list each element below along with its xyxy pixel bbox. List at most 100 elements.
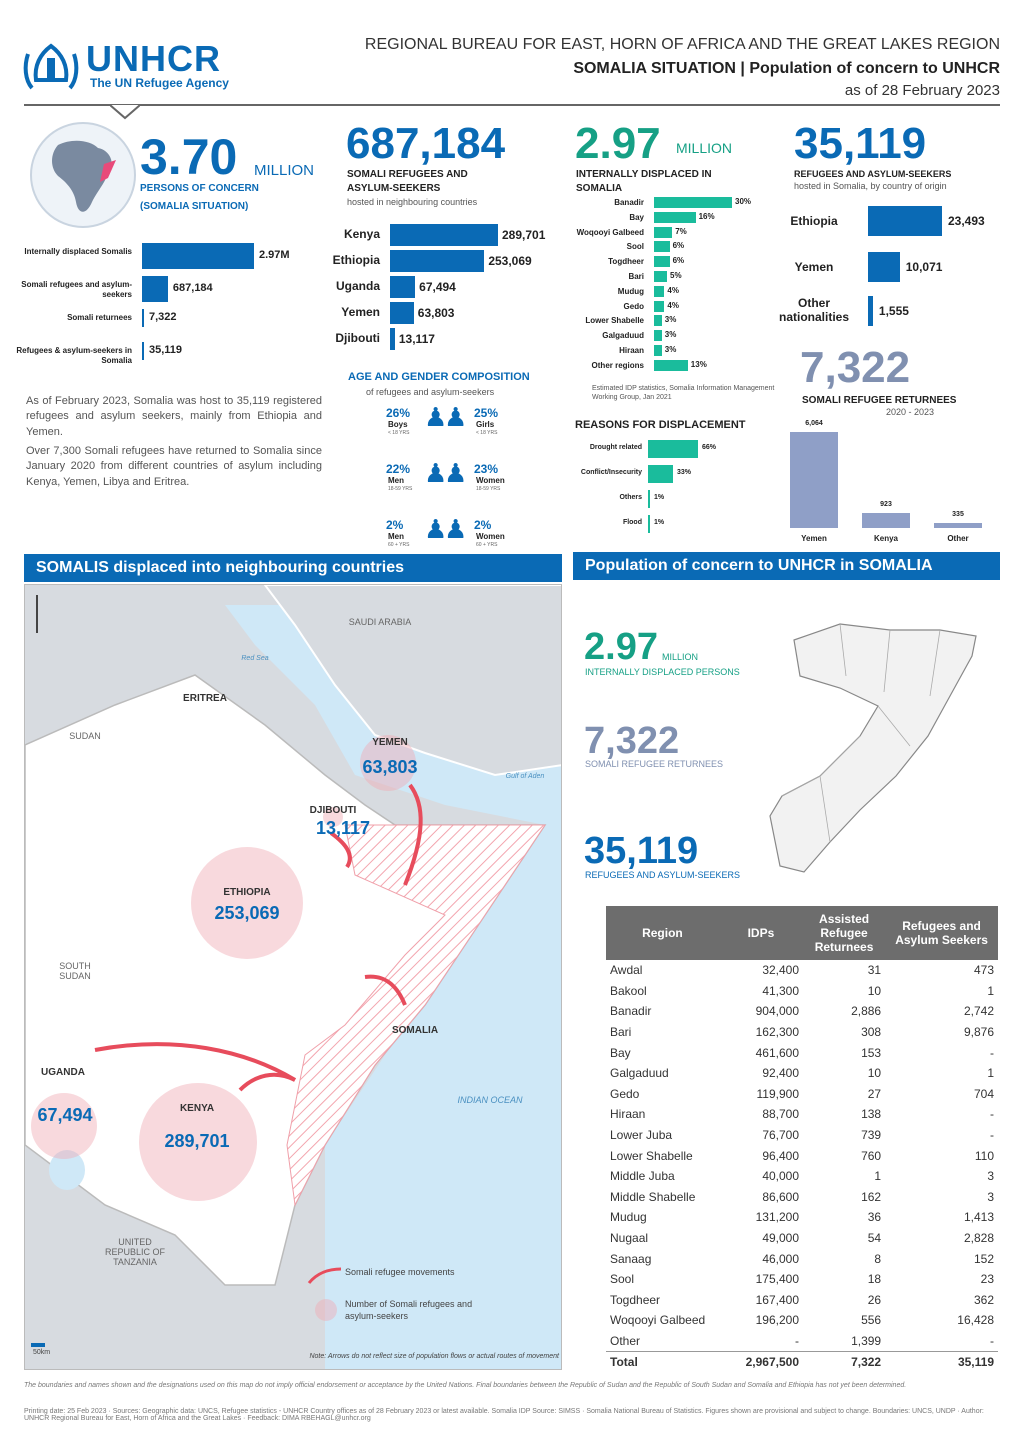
bubble-yemen[interactable] xyxy=(360,735,416,791)
cell-idps: 119,900 xyxy=(756,1086,800,1101)
bubble-ethiopia-value: 253,069 xyxy=(214,903,280,923)
cell-idps: 162,300 xyxy=(755,1025,800,1040)
idp-bar-label: Banadir xyxy=(614,198,644,207)
cell-region: Togdheer xyxy=(610,1292,661,1307)
col-returnees: Assisted Refugee Returnees xyxy=(803,906,886,960)
region-map[interactable]: SAUDI ARABIA Red Sea ERITREA SUDAN Gulf … xyxy=(24,584,562,1370)
cell-region: Bari xyxy=(610,1025,632,1040)
age-left-pct: 2% xyxy=(386,518,404,532)
age-left-pct: 22% xyxy=(386,462,411,476)
bubble-ethiopia[interactable] xyxy=(191,847,303,959)
cell-region: Lower Juba xyxy=(610,1128,673,1143)
returnee-bar-value: 6,064 xyxy=(805,420,823,427)
table-row: Middle Shabelle 86,600 162 3 xyxy=(606,1187,998,1208)
somalia-section-title: Population of concern to UNHCR in SOMALI… xyxy=(573,552,1000,580)
returnee-bar-label: Kenya xyxy=(873,534,898,543)
cell-region: Awdal xyxy=(610,963,643,978)
returnees-caption: SOMALI REFUGEE RETURNEES xyxy=(802,395,957,406)
kpi2-bar-value: 67,494 xyxy=(419,280,456,294)
cell-idps: 175,400 xyxy=(755,1272,800,1287)
age-right-pct: 2% xyxy=(474,518,492,532)
table-row: Lower Juba 76,700 739 - xyxy=(606,1125,998,1146)
cell-region: Bakool xyxy=(610,983,647,998)
kpi1-bar-value: 35,119 xyxy=(149,344,183,356)
logo-tagline: The UN Refugee Agency xyxy=(90,76,229,90)
idp-bar xyxy=(654,300,665,312)
kpi1-bar xyxy=(142,243,254,269)
bubble-kenya-name: KENYA xyxy=(179,1103,215,1114)
idp-bar-label: Bay xyxy=(629,212,644,222)
reasons-title: REASONS FOR DISPLACEMENT xyxy=(575,419,746,431)
idp-bar-value: 3% xyxy=(664,330,677,340)
bubble-djibouti[interactable] xyxy=(323,807,343,827)
idp-bar xyxy=(654,256,670,268)
returnee-bar xyxy=(862,513,910,528)
person-icon: ♟ xyxy=(444,458,468,488)
header-situation: SOMALIA SITUATION xyxy=(573,60,736,77)
cell-returnees: 36 xyxy=(867,1210,882,1225)
bubble-uganda-name: UGANDA xyxy=(41,1067,85,1078)
somalia-regions-map[interactable] xyxy=(760,596,1000,886)
kpi2-bar-value: 13,117 xyxy=(398,332,435,346)
age-right-range: 18-59 YRS xyxy=(476,486,501,492)
kpi2-bar xyxy=(390,276,416,298)
cell-idps: 46,000 xyxy=(762,1251,800,1266)
col-region: Region xyxy=(606,906,719,960)
table-row: Togdheer 167,400 26 362 xyxy=(606,1290,998,1311)
cell-refugees: - xyxy=(990,1333,994,1348)
bubble-uganda[interactable] xyxy=(31,1093,97,1159)
header-date: as of 28 February 2023 xyxy=(844,82,1000,99)
somalia-idp-caption: INTERNALLY DISPLACED PERSONS xyxy=(585,667,740,677)
bubble-yemen-name: YEMEN xyxy=(372,737,408,748)
bubble-kenya[interactable] xyxy=(139,1083,257,1201)
bubble-uganda-value: 67,494 xyxy=(37,1105,93,1125)
kpi4-bar-label: Yemen xyxy=(794,260,834,274)
map-section-title: SOMALIS displaced into neighbouring coun… xyxy=(24,554,562,582)
reason-bar xyxy=(648,490,650,508)
cell-refugees: 473 xyxy=(973,963,994,978)
idp-bar-label: Galgaduud xyxy=(602,331,644,341)
kpi3-unit: MILLION xyxy=(676,140,733,156)
table-row: Nugaal 49,000 54 2,828 xyxy=(606,1228,998,1249)
map-label-south-sudan: SOUTH SUDAN xyxy=(59,961,91,981)
kpi4-sub: hosted in Somalia, by country of origin xyxy=(794,181,947,191)
kpi4-bar-label: Ethiopia xyxy=(790,214,838,228)
returnee-bar xyxy=(790,432,838,528)
kpi2-sub: hosted in neighbouring countries xyxy=(347,197,478,207)
age-right-label: Women xyxy=(476,476,505,485)
cell-idps: 461,600 xyxy=(755,1045,800,1060)
person-icon: ♟ xyxy=(444,514,468,544)
reason-bar xyxy=(648,515,650,533)
returnee-bar-label: Yemen xyxy=(801,534,827,543)
map-scale: 50km xyxy=(33,1349,51,1356)
somalia-returnees-caption: SOMALI REFUGEE RETURNEES xyxy=(585,759,724,769)
cell-region: Middle Shabelle xyxy=(610,1189,696,1204)
cell-idps: 86,600 xyxy=(762,1189,800,1204)
idp-bar-value: 6% xyxy=(672,256,685,266)
kpi1-caption: PERSONS OF CONCERN xyxy=(140,183,259,194)
person-icon: ♟ xyxy=(424,514,448,544)
cell-refugees: 704 xyxy=(973,1086,994,1101)
idp-bar-label: Other regions xyxy=(591,360,644,370)
table-row: Woqooyi Galbeed 196,200 556 16,428 xyxy=(606,1310,998,1331)
region-map-shapes xyxy=(25,585,561,1369)
kpi4-bar xyxy=(868,206,942,236)
age-right-label: Women xyxy=(476,532,505,541)
cell-region: Middle Juba xyxy=(610,1169,675,1184)
cell-refugees: 35,119 xyxy=(885,1350,998,1372)
cell-region: Lower Shabelle xyxy=(610,1148,693,1163)
cell-refugees: 2,742 xyxy=(963,1004,994,1019)
cell-idps: 32,400 xyxy=(762,963,800,978)
map-label-gulf: Gulf of Aden xyxy=(505,773,545,780)
table-header-row: Region IDPs Assisted Refugee Returnees R… xyxy=(606,906,998,960)
col-idps: IDPs xyxy=(718,906,804,960)
cell-idps: 167,400 xyxy=(755,1292,800,1307)
table-row: Galgaduud 92,400 10 1 xyxy=(606,1063,998,1084)
bubble-yemen-value: 63,803 xyxy=(362,757,418,777)
idp-bar-value: 16% xyxy=(698,211,715,221)
table-row: Sanaag 46,000 8 152 xyxy=(606,1248,998,1269)
returnees-sub: 2020 - 2023 xyxy=(886,407,935,417)
cell-refugees: 152 xyxy=(973,1251,994,1266)
cell-returnees: 760 xyxy=(861,1148,882,1163)
map-label-eritrea: ERITREA xyxy=(183,693,227,704)
